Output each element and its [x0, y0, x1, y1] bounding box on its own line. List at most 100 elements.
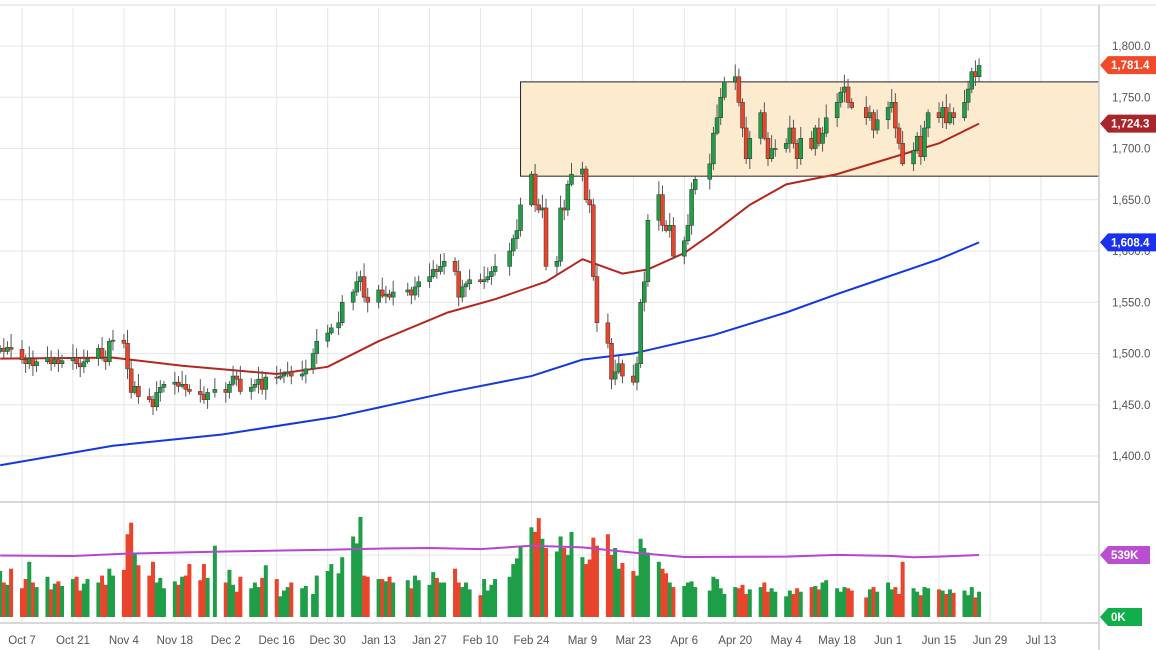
candle — [558, 195, 563, 267]
volume-bar — [278, 596, 283, 617]
candle — [252, 379, 258, 392]
volume-bar — [227, 569, 232, 617]
candle-body — [314, 340, 320, 354]
candle-body — [969, 71, 975, 90]
volume-bar — [34, 587, 39, 617]
volume-bar — [846, 588, 851, 617]
volume-bar — [536, 518, 541, 617]
candle — [430, 260, 436, 279]
candle — [969, 67, 975, 94]
volume-bar — [835, 588, 840, 617]
volume-bar — [886, 582, 891, 617]
volume-bar — [838, 591, 843, 617]
volume-bar — [977, 591, 982, 617]
candle — [110, 329, 116, 351]
candle-body — [198, 391, 203, 395]
x-tick-label: May 4 — [771, 635, 803, 647]
volume-bar — [456, 582, 461, 617]
candle — [736, 68, 742, 107]
volume-bar — [893, 587, 898, 617]
volume-bar — [533, 531, 538, 617]
candle-body — [507, 250, 512, 267]
volume-bar — [722, 594, 727, 617]
candle — [820, 126, 825, 152]
volume-bar — [121, 569, 126, 617]
candle — [689, 182, 694, 235]
price-badge — [1100, 56, 1156, 75]
volume-bar — [56, 581, 61, 617]
x-tick-label: Dec 30 — [309, 635, 345, 647]
volume-bar — [314, 575, 319, 617]
candle-body — [718, 97, 723, 118]
candle — [314, 328, 320, 364]
candle-body — [85, 358, 90, 362]
candle — [554, 256, 560, 276]
candle-body — [594, 276, 600, 323]
grid — [0, 8, 1099, 622]
volume-bar — [478, 595, 483, 617]
volume-bar — [795, 588, 800, 617]
candle — [707, 153, 713, 190]
x-tick-label: Jun 29 — [973, 635, 1008, 647]
price-badge-label: 1,608.4 — [1111, 237, 1150, 249]
candle-body — [212, 389, 218, 393]
candle — [198, 379, 203, 403]
volume-bar — [540, 538, 545, 617]
volume-bar — [391, 582, 396, 617]
candle — [507, 242, 512, 276]
volume-bar — [609, 554, 614, 617]
candle-body — [59, 360, 65, 364]
volume-bar — [715, 579, 720, 617]
volume-bar — [100, 575, 105, 617]
volume-bar — [889, 589, 894, 617]
volume-bar — [634, 575, 639, 617]
volume-bar — [289, 582, 294, 617]
candle — [896, 122, 902, 150]
candle-body — [154, 392, 159, 408]
volume-bar — [747, 589, 752, 617]
candle-body — [660, 194, 665, 226]
candle-body — [762, 112, 767, 139]
candle — [605, 313, 611, 349]
volume-bar — [180, 576, 185, 617]
volume-bar — [340, 557, 345, 617]
volume-bar — [769, 588, 774, 617]
candle-body — [289, 371, 294, 377]
volume-bar — [52, 583, 57, 617]
volume-bar — [365, 576, 370, 617]
candle — [361, 263, 367, 303]
volume-bars — [0, 516, 982, 617]
candle — [161, 381, 167, 393]
candle-body — [205, 392, 210, 400]
candle — [299, 360, 305, 381]
candle-body — [329, 327, 334, 334]
candle — [511, 234, 516, 257]
candle — [183, 375, 189, 397]
candle — [438, 254, 443, 275]
candle — [234, 369, 239, 387]
candle — [212, 378, 218, 398]
candle-body — [361, 276, 367, 298]
candle — [682, 236, 687, 265]
candle — [452, 257, 458, 276]
candle — [922, 120, 927, 161]
candle-body — [685, 225, 691, 241]
candle — [612, 359, 618, 386]
volume-bar — [110, 575, 115, 617]
volume-bar — [129, 522, 134, 617]
volume-ma-line — [0, 544, 980, 559]
candle-body — [481, 279, 487, 283]
volume-bar — [413, 575, 418, 617]
candle — [325, 324, 330, 348]
candle-body — [128, 368, 134, 393]
volume-bar — [23, 579, 28, 617]
candle-body — [834, 102, 840, 118]
volume-bar — [558, 536, 563, 617]
y-tick-label: 1,400.0 — [1112, 451, 1150, 463]
volume-bar — [376, 579, 381, 617]
candle-body — [736, 76, 742, 103]
volume-bar — [940, 590, 945, 617]
candle — [85, 350, 90, 364]
volume-bar — [733, 587, 738, 617]
